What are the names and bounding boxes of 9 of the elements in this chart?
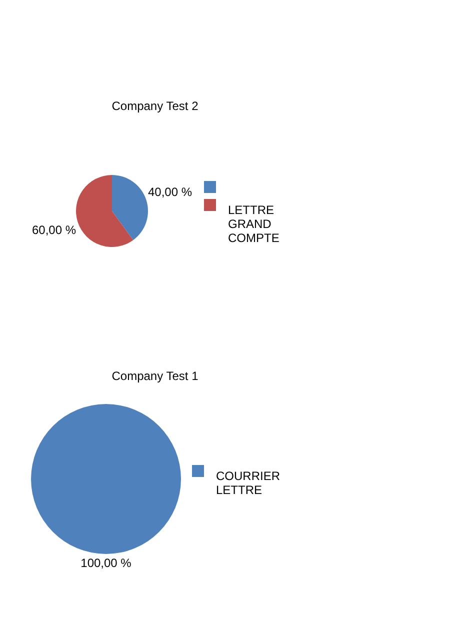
- chart-title: Company Test 2: [112, 99, 199, 113]
- legend-label: COURRIER LETTRE: [216, 469, 280, 497]
- legend-label: LETTRE GRAND COMPTE: [228, 203, 280, 245]
- pie-slice: [76, 175, 134, 247]
- data-label: 100,00 %: [80, 556, 132, 570]
- data-label: 60,00 %: [32, 222, 76, 237]
- pie-slice: [112, 175, 148, 240]
- data-label: 40,00 %: [148, 185, 192, 200]
- chart-title: Company Test 1: [112, 369, 199, 383]
